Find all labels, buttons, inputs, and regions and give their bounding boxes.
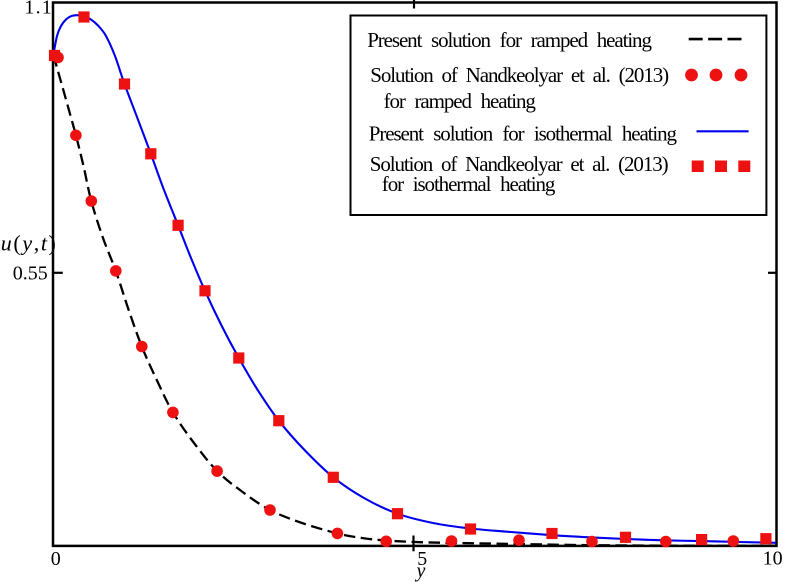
svg-text:Present solution for ramped he: Present solution for ramped heating bbox=[367, 28, 652, 52]
svg-text:5: 5 bbox=[417, 548, 427, 570]
svg-text:0.55: 0.55 bbox=[13, 263, 48, 285]
svg-text:y: y bbox=[415, 560, 426, 582]
svg-text:0: 0 bbox=[51, 548, 61, 570]
svg-text:10: 10 bbox=[763, 548, 783, 570]
svg-text:Present solution for isotherma: Present solution for isothermal heating bbox=[369, 122, 678, 146]
svg-text:Solution of Nandkeolyar et al.: Solution of Nandkeolyar et al. (2013) bbox=[370, 63, 669, 87]
svg-text:for ramped heating: for ramped heating bbox=[384, 89, 537, 113]
svg-text:u(y,t): u(y,t) bbox=[1, 231, 58, 256]
svg-text:for isothermal heating: for isothermal heating bbox=[382, 172, 556, 196]
svg-text:Solution of Nandkeolyar et al.: Solution of Nandkeolyar et al. (2013) bbox=[370, 152, 669, 176]
svg-text:1.1: 1.1 bbox=[24, 0, 53, 19]
